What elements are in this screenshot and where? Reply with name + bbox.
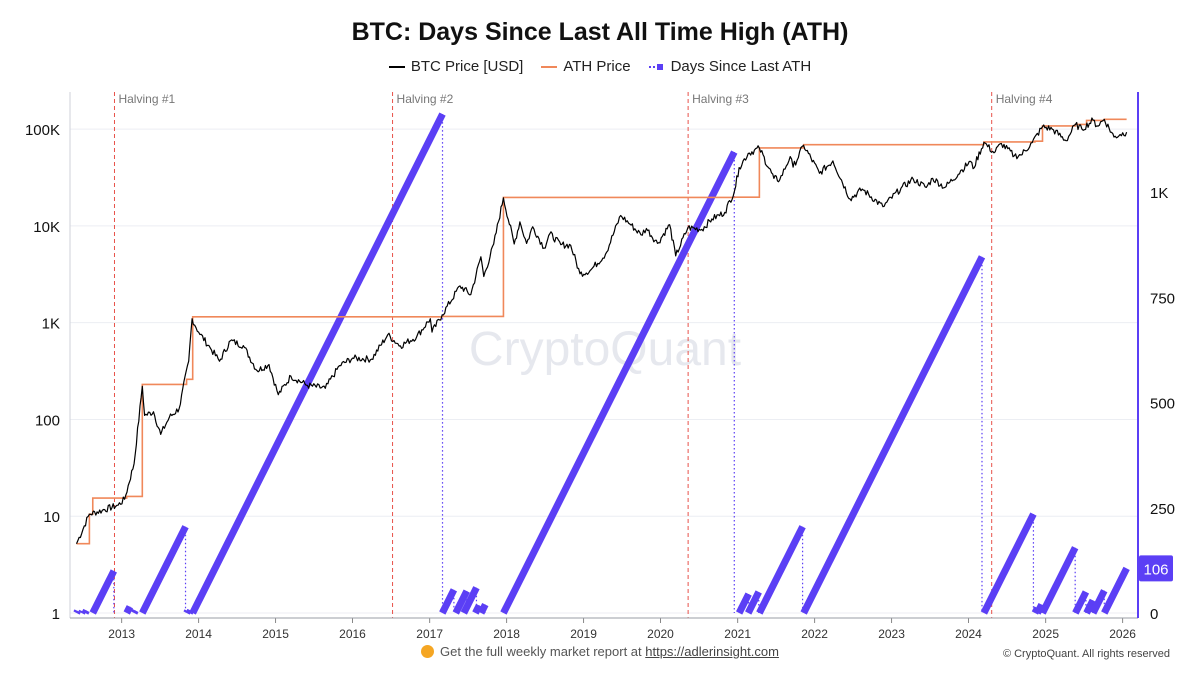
x-tick-label: 2025 (1032, 627, 1059, 641)
x-tick-label: 2026 (1109, 627, 1136, 641)
copyright-notice: © CryptoQuant. All rights reserved (1002, 648, 1170, 660)
days-since-ath-ramp (89, 569, 117, 615)
halving-label: Halving #4 (996, 92, 1053, 106)
y-left-tick-label: 1K (42, 316, 60, 333)
legend-swatch-days-since-ath (648, 63, 665, 70)
x-tick-label: 2017 (416, 627, 443, 641)
halving-label: Halving #1 (118, 92, 175, 106)
days-since-ath-ramp (439, 588, 458, 615)
y-left-tick-label: 100K (25, 122, 60, 139)
axes-layer: 1 10 100 1K 10K 100K 0 250 500 750 1K 2013 2014 2015 2… (25, 92, 1175, 641)
x-tick-label: 2022 (801, 627, 828, 641)
legend-label-ath-price: ATH Price (563, 58, 631, 75)
days-since-ath-ramp (800, 255, 986, 615)
days-since-ath-ramp (1089, 589, 1108, 615)
days-since-ath-ramp (139, 525, 189, 615)
ath-price-layer (76, 118, 1127, 545)
y-right-tick-label: 1K (1150, 185, 1168, 202)
x-tick-label: 2020 (647, 627, 674, 641)
y-left-tick-label: 1 (52, 606, 60, 623)
days-since-ath-ramp (745, 590, 762, 615)
legend-label-btc-price: BTC Price [USD] (410, 58, 524, 75)
days-since-ath-ramp (460, 586, 480, 615)
chart-legend: BTC Price [USD] ATH Price Days Since Las… (0, 58, 1200, 75)
halving-label: Halving #3 (692, 92, 749, 106)
legend-item-days-since-ath[interactable]: Days Since Last ATH (648, 58, 812, 75)
days-since-ath-ramp (736, 592, 752, 615)
current-days-badge (1139, 555, 1173, 582)
y-right-tick-label: 500 (1150, 396, 1175, 413)
y-left-tick-label: 10 (43, 509, 60, 526)
days-since-ath-ramp (1039, 546, 1079, 615)
days-since-ath-ramp (756, 525, 806, 615)
days-since-ath-ramp (477, 603, 489, 615)
x-tick-label: 2024 (955, 627, 982, 641)
x-tick-label: 2013 (108, 627, 135, 641)
legend-label-days-since-ath: Days Since Last ATH (670, 58, 812, 75)
y-right-tick-label: 0 (1150, 606, 1158, 623)
ath-price-line (76, 118, 1127, 545)
x-tick-label: 2018 (493, 627, 520, 641)
legend-item-btc-price[interactable]: BTC Price [USD] (388, 58, 524, 75)
x-tick-label: 2021 (724, 627, 751, 641)
halving-layer: Halving #1 Halving #2 Halving #3 Halving #4 (113, 92, 1053, 618)
footer-cta-text: Get the full weekly market report at (440, 644, 646, 659)
days-since-ath-ramp (1072, 590, 1090, 615)
current-days-badge-label: 106 (1143, 561, 1168, 578)
days-since-ath-ramp (452, 589, 470, 615)
days-since-ath-ramp (1034, 603, 1045, 615)
x-tick-label: 2023 (878, 627, 905, 641)
report-link[interactable]: https://adlerinsight.com (645, 644, 779, 659)
legend-swatch-ath-price (541, 65, 558, 68)
legend-swatch-btc-price (388, 65, 405, 68)
days-since-ath-ramp (1083, 598, 1097, 615)
btc-price-layer (75, 117, 1128, 544)
y-left-tick-label: 100 (35, 412, 60, 429)
x-tick-label: 2015 (262, 627, 289, 641)
grid-layer (70, 128, 1138, 614)
x-tick-label: 2016 (339, 627, 366, 641)
x-tick-label: 2014 (185, 627, 212, 641)
x-tick-label: 2019 (570, 627, 597, 641)
days-since-ath-ramp (1101, 566, 1130, 615)
halving-label: Halving #2 (397, 92, 454, 106)
report-orange-icon (421, 645, 435, 658)
days-since-ath-ramp (189, 112, 446, 615)
watermark: CryptoQuant (469, 323, 741, 376)
days-since-ath-ramp (980, 512, 1037, 615)
legend-item-ath-price[interactable]: ATH Price (541, 58, 631, 75)
y-right-tick-label: 250 (1150, 501, 1175, 518)
btc-price-line (75, 117, 1128, 544)
footer-report-link: Get the full weekly market report at htt… (0, 644, 1200, 659)
days-since-ath-ramp (472, 603, 483, 615)
y-left-tick-label: 10K (33, 219, 60, 236)
chart-title: BTC: Days Since Last All Time High (ATH) (351, 18, 849, 46)
y-right-tick-label: 750 (1150, 290, 1175, 307)
